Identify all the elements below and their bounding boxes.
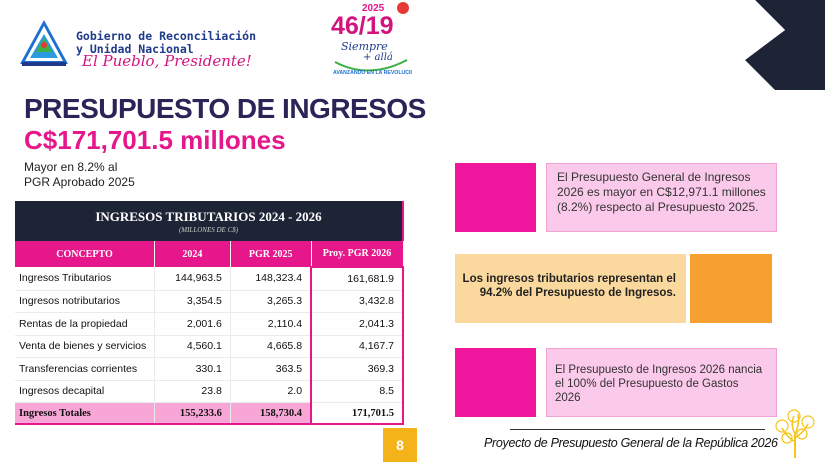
cell-2025: 4,665.8: [230, 335, 312, 358]
highlight-square-2: [690, 254, 772, 323]
cell-concept: Ingresos notributarios: [15, 290, 155, 313]
cell-concept: Rentas de la propiedad: [15, 312, 155, 336]
tree-of-life-icon: [775, 409, 815, 458]
growth-note-line2: PGR Aprobado 2025: [24, 175, 135, 189]
revenue-table: INGRESOS TRIBUTARIOS 2024 - 2026 (MILLON…: [15, 201, 404, 425]
table-row: Ingresos notributarios 3,354.5 3,265.3 3…: [15, 290, 404, 313]
table-title: INGRESOS TRIBUTARIOS 2024 - 2026: [95, 209, 322, 224]
total-2026: 171,701.5: [310, 402, 404, 425]
table-total-row: Ingresos Totales 155,233.6 158,730.4 171…: [15, 402, 404, 425]
government-name-line2: y Unidad Nacional: [76, 42, 194, 56]
table-row: Rentas de la propiedad 2,001.6 2,110.4 2…: [15, 312, 404, 336]
revenue-data-table: CONCEPTO 2024 PGR 2025 Proy. PGR 2026 In…: [15, 241, 404, 425]
total-amount: C$171,701.5 millones: [24, 125, 286, 155]
emblem-text1: Siempre: [341, 40, 388, 53]
emblem-number: 46/19: [331, 12, 394, 40]
total-2025: 158,730.4: [230, 402, 312, 425]
page-number: 8: [383, 428, 417, 462]
info-box-financing: El Presupuesto de Ingresos 2026 nancia e…: [546, 348, 777, 417]
cell-2024: 3,354.5: [154, 290, 231, 313]
government-slogan: El Pueblo, Presidente!: [82, 52, 252, 70]
info-box-tax-share: Los ingresos tributarios representan el …: [455, 254, 686, 323]
cell-concept: Ingresos decapital: [15, 380, 155, 403]
cell-2024: 144,963.5: [154, 267, 231, 291]
cell-2025: 148,323.4: [230, 267, 312, 291]
government-logo-icon: [20, 20, 68, 66]
cell-2026: 369.3: [310, 357, 404, 381]
cell-concept: Venta de bienes y servicios: [15, 335, 155, 358]
column-header-2024: 2024: [154, 241, 231, 267]
column-header-concept: CONCEPTO: [15, 241, 155, 267]
cell-2026: 3,432.8: [310, 290, 404, 313]
cell-concept: Ingresos Tributarios: [15, 267, 155, 291]
footer-divider: [510, 429, 765, 430]
cell-2024: 4,560.1: [154, 335, 231, 358]
highlight-square-3: [455, 348, 536, 417]
total-2024: 155,233.6: [154, 402, 231, 425]
corner-decoration: [705, 0, 825, 90]
cell-2026: 2,041.3: [310, 312, 404, 336]
emblem-text2: + allá: [363, 52, 393, 63]
table-row: Ingresos Tributarios 144,963.5 148,323.4…: [15, 266, 404, 291]
emblem-year: 2025: [362, 3, 385, 14]
cell-concept: Transferencias corrientes: [15, 357, 155, 381]
cell-2024: 23.8: [154, 380, 231, 403]
cell-2024: 330.1: [154, 357, 231, 381]
total-label: Ingresos Totales: [15, 402, 155, 425]
table-header: INGRESOS TRIBUTARIOS 2024 - 2026 (MILLON…: [15, 201, 404, 241]
column-header-proy2026: Proy. PGR 2026: [311, 241, 404, 267]
cell-2025: 2,110.4: [230, 312, 312, 336]
anniversary-emblem-icon: 2025 46/19 Siempre + allá AVANZANDO EN L…: [331, 2, 412, 76]
column-header-pgr2025: PGR 2025: [230, 241, 312, 267]
emblem-text3: AVANZANDO EN LA REVOLUCIÓN!: [333, 68, 412, 76]
table-row: Transferencias corrientes 330.1 363.5 36…: [15, 357, 404, 381]
table-row: Venta de bienes y servicios 4,560.1 4,66…: [15, 335, 404, 358]
cell-2024: 2,001.6: [154, 312, 231, 336]
page-title: PRESUPUESTO DE INGRESOS: [24, 93, 426, 124]
info-box-budget-increase: El Presupuesto General de Ingresos 2026 …: [546, 163, 777, 232]
cell-2025: 3,265.3: [230, 290, 312, 313]
table-subtitle: (MILLONES DE C$): [178, 226, 239, 234]
cell-2026: 161,681.9: [310, 266, 404, 291]
growth-note-line1: Mayor en 8.2% al: [24, 160, 118, 174]
table-row: Ingresos decapital 23.8 2.0 8.5: [15, 380, 404, 403]
table-columns-row: CONCEPTO 2024 PGR 2025 Proy. PGR 2026: [15, 241, 404, 267]
cell-2025: 2.0: [230, 380, 312, 403]
cell-2026: 8.5: [310, 380, 404, 403]
cell-2026: 4,167.7: [310, 335, 404, 358]
footer-title: Proyecto de Presupuesto General de la Re…: [484, 436, 778, 450]
highlight-square-1: [455, 163, 536, 232]
cell-2025: 363.5: [230, 357, 312, 381]
government-name-line1: Gobierno de Reconciliación: [76, 29, 257, 43]
